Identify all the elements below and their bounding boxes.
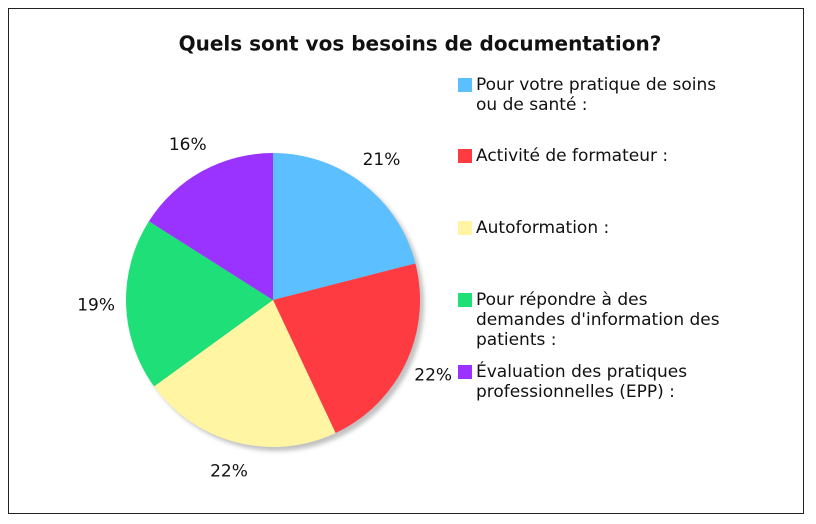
legend-swatch	[458, 365, 472, 379]
legend-swatch	[458, 221, 472, 235]
legend-label: Évaluation des pratiques professionnelle…	[476, 362, 688, 402]
legend-swatch	[458, 149, 472, 163]
slice-label: 16%	[169, 135, 207, 155]
slice-label: 19%	[77, 296, 115, 316]
legend-label: Activité de formateur :	[476, 146, 669, 166]
legend-swatch	[458, 293, 472, 307]
slice-label: 22%	[210, 461, 248, 481]
pie-slice	[126, 221, 273, 387]
legend-label: Pour répondre à des demandes d'informati…	[476, 290, 720, 350]
legend-swatch	[458, 78, 472, 92]
pie-slice	[154, 300, 336, 448]
legend-item: Pour votre pratique de soins ou de santé…	[458, 75, 736, 115]
pie-slice	[273, 153, 416, 300]
slice-label: 21%	[363, 150, 401, 170]
chart-frame	[8, 8, 804, 514]
pie-slice	[148, 153, 273, 300]
chart-title: Quels sont vos besoins de documentation?	[179, 32, 662, 56]
legend-label: Pour votre pratique de soins ou de santé…	[476, 75, 717, 115]
slice-label: 22%	[414, 365, 452, 385]
legend-item: Pour répondre à des demandes d'informati…	[458, 290, 736, 350]
legend-label: Autoformation :	[476, 218, 610, 238]
pie-slice	[273, 263, 420, 434]
legend-item: Activité de formateur :	[458, 146, 736, 166]
legend-item: Évaluation des pratiques professionnelle…	[458, 362, 736, 402]
legend-item: Autoformation :	[458, 218, 736, 238]
